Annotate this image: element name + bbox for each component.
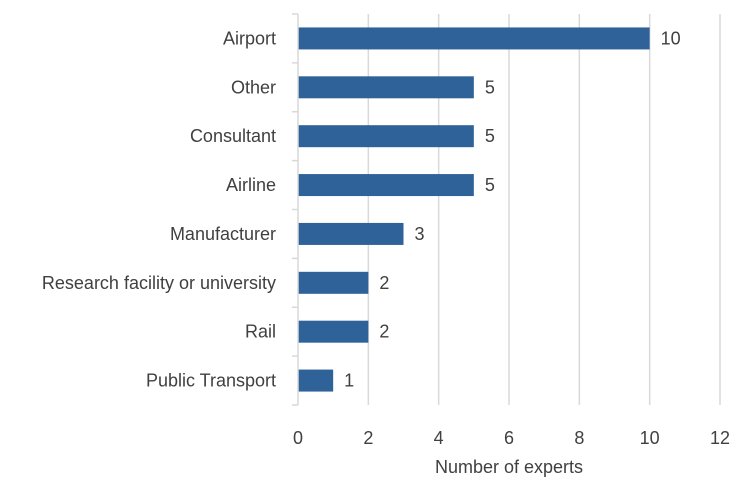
x-axis-title: Number of experts: [435, 457, 583, 477]
data-labels: 10 5 5 5 3 2 2 1: [344, 28, 681, 390]
bar: [298, 76, 474, 99]
data-label: 2: [379, 322, 389, 342]
x-tick-label: 4: [434, 428, 444, 448]
data-label: 1: [344, 371, 354, 391]
bar: [298, 320, 369, 343]
x-tick-label: 0: [293, 428, 303, 448]
x-tick-label: 2: [363, 428, 373, 448]
bar: [298, 174, 474, 197]
data-label: 5: [485, 77, 495, 97]
data-label: 10: [661, 28, 681, 48]
data-label: 3: [415, 224, 425, 244]
category-label: Consultant: [190, 126, 276, 146]
category-label: Public Transport: [146, 371, 276, 391]
gridlines: [292, 13, 721, 406]
bar: [298, 222, 404, 245]
data-label: 2: [379, 273, 389, 293]
bars: [298, 27, 650, 392]
x-tick-label: 10: [640, 428, 660, 448]
category-label: Airport: [223, 28, 276, 48]
category-label: Rail: [245, 322, 276, 342]
category-label: Research facility or university: [42, 273, 276, 293]
bar: [298, 125, 474, 148]
category-label: Other: [231, 77, 276, 97]
bar: [298, 271, 369, 294]
x-tick-label: 12: [710, 428, 730, 448]
x-tick-label: 8: [574, 428, 584, 448]
bar: [298, 369, 334, 392]
x-tick-label: 6: [504, 428, 514, 448]
x-tick-labels: 0 2 4 6 8 10 12: [293, 428, 730, 448]
category-labels: Airport Other Consultant Airline Manufacture…: [42, 28, 276, 390]
bar: [298, 27, 650, 50]
category-label: Airline: [226, 175, 276, 195]
data-label: 5: [485, 175, 495, 195]
category-label: Manufacturer: [170, 224, 276, 244]
data-label: 5: [485, 126, 495, 146]
